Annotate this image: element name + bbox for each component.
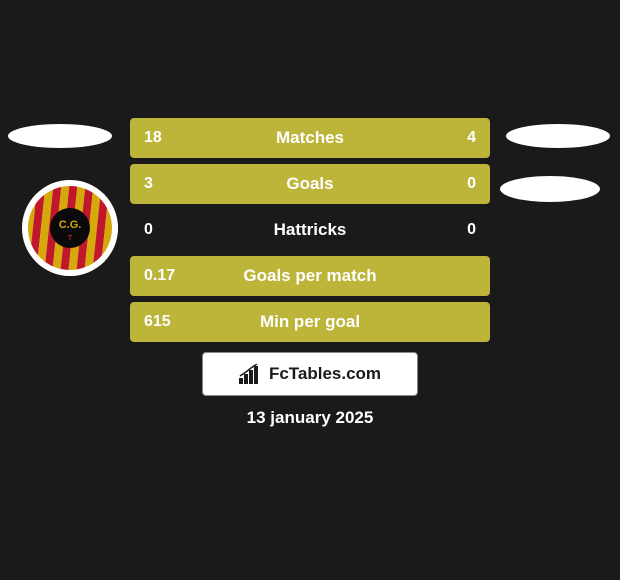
brand-text: FcTables.com (269, 364, 381, 384)
stat-label: Goals per match (200, 266, 420, 286)
stat-value-left: 615 (130, 313, 200, 331)
player-right-name-ellipse (506, 124, 610, 148)
brand-watermark: FcTables.com (202, 352, 418, 396)
stat-value-left: 0 (130, 221, 200, 239)
stat-label: Matches (200, 128, 420, 148)
table-row: 615Min per goal (130, 302, 490, 342)
svg-text:T: T (68, 235, 73, 242)
table-row: 0.17Goals per match (130, 256, 490, 296)
stat-value-left: 18 (130, 129, 200, 147)
player-left-club-badge: C.G. T (22, 180, 118, 276)
table-row: 18Matches4 (130, 118, 490, 158)
player-right-club-ellipse (500, 176, 600, 202)
stat-value-right: 0 (420, 221, 490, 239)
generation-date: 13 january 2025 (0, 408, 620, 428)
stat-value-right: 0 (420, 175, 490, 193)
stat-label: Goals (200, 174, 420, 194)
stat-value-left: 0.17 (130, 267, 200, 285)
brand-chart-icon (239, 364, 263, 384)
stat-label: Hattricks (200, 220, 420, 240)
stat-value-right: 4 (420, 129, 490, 147)
table-row: 3Goals0 (130, 164, 490, 204)
svg-text:C.G.: C.G. (59, 219, 82, 231)
player-left-name-ellipse (8, 124, 112, 148)
comparison-table: 18Matches43Goals00Hattricks00.17Goals pe… (130, 118, 490, 348)
table-row: 0Hattricks0 (130, 210, 490, 250)
stat-value-left: 3 (130, 175, 200, 193)
stat-label: Min per goal (200, 312, 420, 332)
